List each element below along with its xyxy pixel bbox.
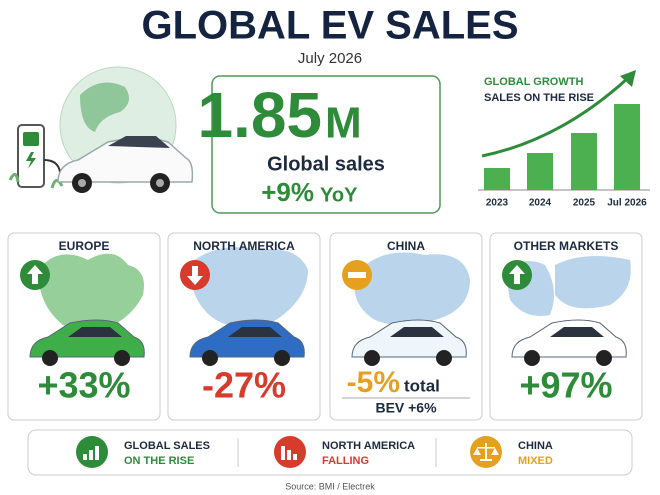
car xyxy=(511,319,627,366)
trend-glyph xyxy=(27,265,43,284)
trend-glyph xyxy=(187,266,203,285)
region-card: NORTH AMERICA -27% xyxy=(167,232,321,421)
x-tick-label: 2025 xyxy=(573,198,596,209)
summary: GLOBAL SALES ON THE RISE NORTH AMERICA FALL… xyxy=(76,436,553,468)
car-window xyxy=(228,327,282,337)
highlight-number: 1.85 xyxy=(197,79,322,151)
summary-glyph xyxy=(473,443,499,461)
region-change: +33% xyxy=(37,365,130,406)
summary-glyph xyxy=(281,446,297,460)
chart-subtitle: SALES ON THE RISE xyxy=(484,92,594,104)
highlight-change-note: YoY xyxy=(320,184,358,206)
summary-line2: ON THE RISE xyxy=(124,455,194,467)
region-cards: EUROPE +33% NORTH AMERICA -27% CHINA -5% total… xyxy=(7,232,643,421)
wheel xyxy=(524,350,540,366)
car-body xyxy=(511,319,627,358)
car xyxy=(189,319,305,366)
region-name: NORTH AMERICA xyxy=(193,239,295,253)
chart-title: GLOBAL GROWTH xyxy=(484,76,583,88)
wheel xyxy=(364,350,380,366)
region-change: -5% xyxy=(347,366,400,399)
bar xyxy=(484,168,510,190)
summary-glyph xyxy=(83,446,99,460)
growth-arrow xyxy=(481,76,630,158)
region-map xyxy=(354,252,470,325)
summary-line1: NORTH AMERICA xyxy=(322,440,415,452)
summary-bar xyxy=(27,429,633,476)
summary-line2: MIXED xyxy=(518,455,553,467)
trend-glyph xyxy=(348,272,366,278)
wheel xyxy=(274,350,290,366)
highlight-unit: M xyxy=(325,99,362,148)
region-name: CHINA xyxy=(387,239,425,253)
x-tick-label: 2023 xyxy=(486,198,509,209)
wheel xyxy=(114,350,130,366)
region-name: OTHER MARKETS xyxy=(514,239,619,253)
car-window xyxy=(550,327,604,337)
subtitle: July 2026 xyxy=(298,50,362,67)
region-card: CHINA -5% total BEV +6% xyxy=(329,232,483,421)
car-window xyxy=(390,327,444,337)
x-tick-label: Jul 2026 xyxy=(607,198,647,209)
summary-line1: GLOBAL SALES xyxy=(124,440,210,452)
wheel xyxy=(596,350,612,366)
car-window xyxy=(68,327,122,337)
bar xyxy=(571,133,597,190)
highlight-label: Global sales xyxy=(267,153,385,175)
wheel xyxy=(436,350,452,366)
car xyxy=(351,319,467,366)
car-body xyxy=(351,319,467,358)
bar xyxy=(614,104,640,190)
region-sub: BEV +6% xyxy=(375,400,437,416)
highlight-change: +9% xyxy=(261,177,314,207)
region-map xyxy=(38,253,144,330)
wheel xyxy=(42,350,58,366)
trend-glyph xyxy=(509,265,525,284)
wheel xyxy=(202,350,218,366)
title: GLOBAL EV SALES xyxy=(141,4,518,48)
illustration xyxy=(8,66,194,193)
region-map xyxy=(505,256,631,316)
bar xyxy=(527,153,553,190)
summary-line1: CHINA xyxy=(518,440,553,452)
highlight-box xyxy=(211,75,441,214)
region-name: EUROPE xyxy=(59,239,110,253)
car xyxy=(29,319,145,366)
region-change: -27% xyxy=(202,365,286,406)
region-note: total xyxy=(404,376,440,395)
summary-line2: FALLING xyxy=(322,455,369,467)
growth-arrow-head xyxy=(620,70,636,87)
region-card: OTHER MARKETS +97% xyxy=(489,232,643,421)
car-body xyxy=(29,319,145,358)
region-card: EUROPE +33% xyxy=(7,232,161,421)
region-map xyxy=(188,247,308,329)
region-change: +97% xyxy=(519,365,612,406)
car-body xyxy=(189,319,305,358)
x-tick-label: 2024 xyxy=(529,198,552,209)
source: Source: BMI / Electrek xyxy=(285,481,375,491)
growth-chart: 2023 2024 2025 Jul 2026 xyxy=(484,104,647,209)
